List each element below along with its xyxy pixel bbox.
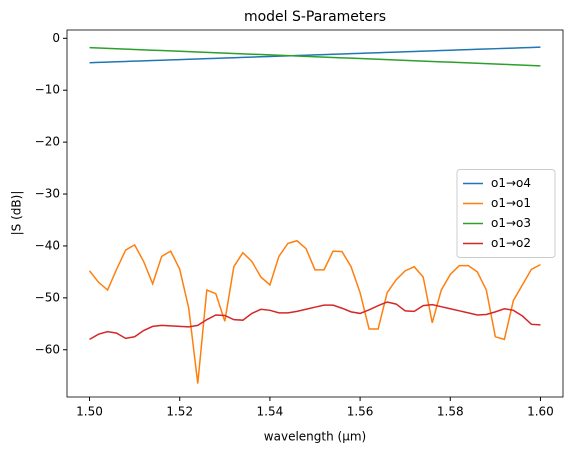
line-series	[89, 46, 541, 64]
y-tick-label: −40	[35, 238, 60, 252]
x-tick-label: 1.56	[347, 405, 374, 419]
x-axis-label: wavelength (µm)	[264, 430, 366, 444]
legend-label: o1→o2	[491, 236, 531, 250]
line-series	[88, 239, 541, 384]
line-series	[89, 301, 541, 341]
x-tick-label: 1.54	[257, 405, 284, 419]
x-tick-label: 1.50	[76, 405, 103, 419]
axes-frame	[66, 29, 564, 398]
y-axis-label: |S (dB)|	[10, 191, 24, 236]
y-tick-label: −50	[35, 290, 60, 304]
legend-box	[456, 169, 556, 258]
y-tick-label: −30	[35, 187, 60, 201]
legend-label: o1→o1	[491, 196, 531, 210]
legend-label: o1→o3	[491, 216, 531, 230]
x-tick-label: 1.52	[166, 405, 193, 419]
chart-title: model S-Parameters	[244, 9, 386, 25]
line-series	[89, 46, 541, 67]
y-tick-label: 0	[52, 31, 60, 45]
legend-label: o1→o4	[491, 176, 531, 190]
x-tick-label: 1.60	[527, 405, 554, 419]
y-tick-label: −60	[35, 342, 60, 356]
x-tick-label: 1.58	[437, 405, 464, 419]
y-tick-label: −10	[35, 83, 60, 97]
y-tick-label: −20	[35, 135, 60, 149]
